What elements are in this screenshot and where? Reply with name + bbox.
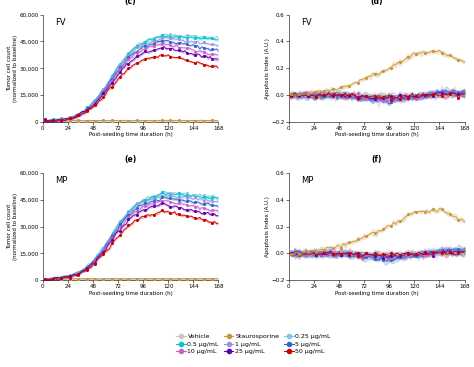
Text: (d): (d) <box>370 0 383 6</box>
Legend: Vehicle, 0.5 μg/mL, 10 μg/mL, Staurosporine, 1 μg/mL, 25 μg/mL, 0.25 μg/mL, 5 μg: Vehicle, 0.5 μg/mL, 10 μg/mL, Staurospor… <box>173 332 334 356</box>
X-axis label: Post-seeding time duration (h): Post-seeding time duration (h) <box>89 291 173 296</box>
Text: FV: FV <box>301 18 312 27</box>
Text: MP: MP <box>301 176 313 185</box>
Y-axis label: Tumor cell count
(normalized to baseline): Tumor cell count (normalized to baseline… <box>7 35 18 102</box>
Y-axis label: Apoptosis Index (A.U.): Apoptosis Index (A.U.) <box>265 38 270 99</box>
Y-axis label: Tumor cell count
(normalized to baseline): Tumor cell count (normalized to baseline… <box>7 193 18 260</box>
Text: MP: MP <box>55 176 67 185</box>
Y-axis label: Apoptosis Index (A.U.): Apoptosis Index (A.U.) <box>265 196 270 257</box>
Text: (c): (c) <box>125 0 137 6</box>
X-axis label: Post-seeding time duration (h): Post-seeding time duration (h) <box>335 132 419 138</box>
X-axis label: Post-seeding time duration (h): Post-seeding time duration (h) <box>335 291 419 296</box>
X-axis label: Post-seeding time duration (h): Post-seeding time duration (h) <box>89 132 173 138</box>
Text: (e): (e) <box>124 155 137 164</box>
Text: (f): (f) <box>372 155 382 164</box>
Text: FV: FV <box>55 18 65 27</box>
